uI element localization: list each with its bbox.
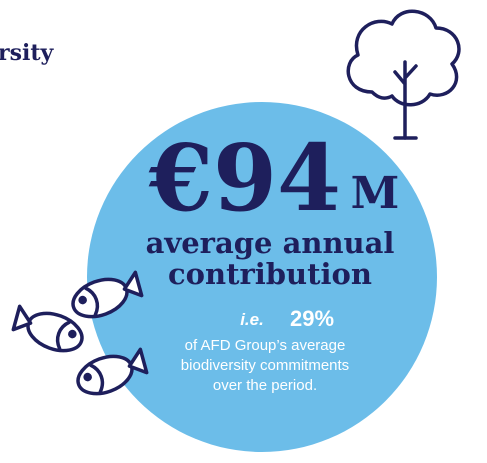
detail-share: 29% xyxy=(290,306,334,331)
background-circle xyxy=(87,102,437,452)
tree-icon xyxy=(346,9,461,140)
detail-line: over the period. xyxy=(213,377,317,394)
detail-line: biodiversity commitments xyxy=(181,357,349,374)
detail-prefix: i.e. xyxy=(240,310,264,329)
figure-line: average annual xyxy=(146,226,395,260)
fish-icons xyxy=(11,270,149,396)
detail-line: of AFD Group’s average xyxy=(185,337,346,354)
figure-line: contribution xyxy=(168,257,372,291)
heading: rsity xyxy=(0,40,54,66)
amount-unit: M xyxy=(351,168,400,219)
amount: €94 xyxy=(148,124,341,232)
